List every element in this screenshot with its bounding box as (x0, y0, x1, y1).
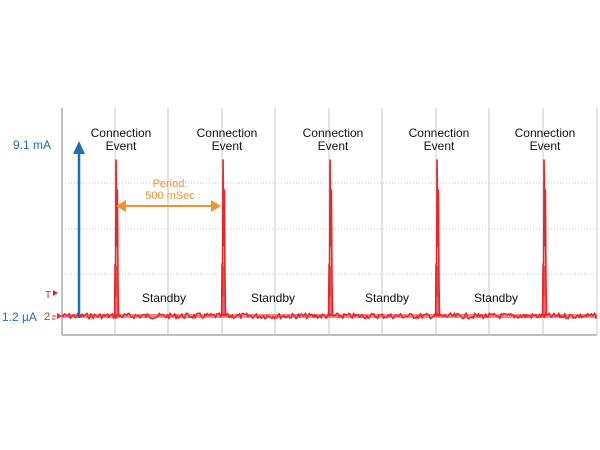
standby-label-3: Standby (365, 291, 409, 305)
channel-marker: 2 (44, 311, 62, 323)
event-label-3-line2: Event (318, 139, 349, 153)
trigger-marker-label: T (45, 290, 51, 301)
connection-event-spike-2 (220, 159, 227, 317)
current-axis-arrow (73, 141, 85, 318)
event-label-4-line1: Connection (409, 126, 470, 140)
event-label-2-line2: Event (212, 139, 243, 153)
standby-label-2: Standby (251, 291, 295, 305)
trigger-marker: T (45, 290, 58, 301)
period-label-line2: 500 mSec (145, 190, 195, 202)
standby-label-4: Standby (474, 291, 518, 305)
event-label-4-line2: Event (424, 139, 455, 153)
period-label-line1: Period: (153, 178, 188, 190)
connection-event-spike-3 (327, 159, 334, 317)
current-trace-group (61, 159, 597, 320)
event-label-5-line2: Event (530, 139, 561, 153)
standby-label-1: Standby (142, 291, 186, 305)
event-label-1-line1: Connection (91, 126, 152, 140)
event-label-2-line1: Connection (197, 126, 258, 140)
channel-marker-label: 2 (44, 311, 50, 323)
peak-current-label: 9.1 mA (13, 138, 51, 152)
connection-event-spike-5 (541, 159, 548, 317)
connection-event-spike-4 (434, 159, 441, 317)
event-label-3-line1: Connection (303, 126, 364, 140)
event-label-5-line1: Connection (515, 126, 576, 140)
event-label-1-line2: Event (106, 139, 137, 153)
connection-event-spike-1 (113, 159, 120, 317)
baseline-current-label: 1.2 µA (2, 310, 37, 324)
period-arrow (116, 200, 221, 212)
